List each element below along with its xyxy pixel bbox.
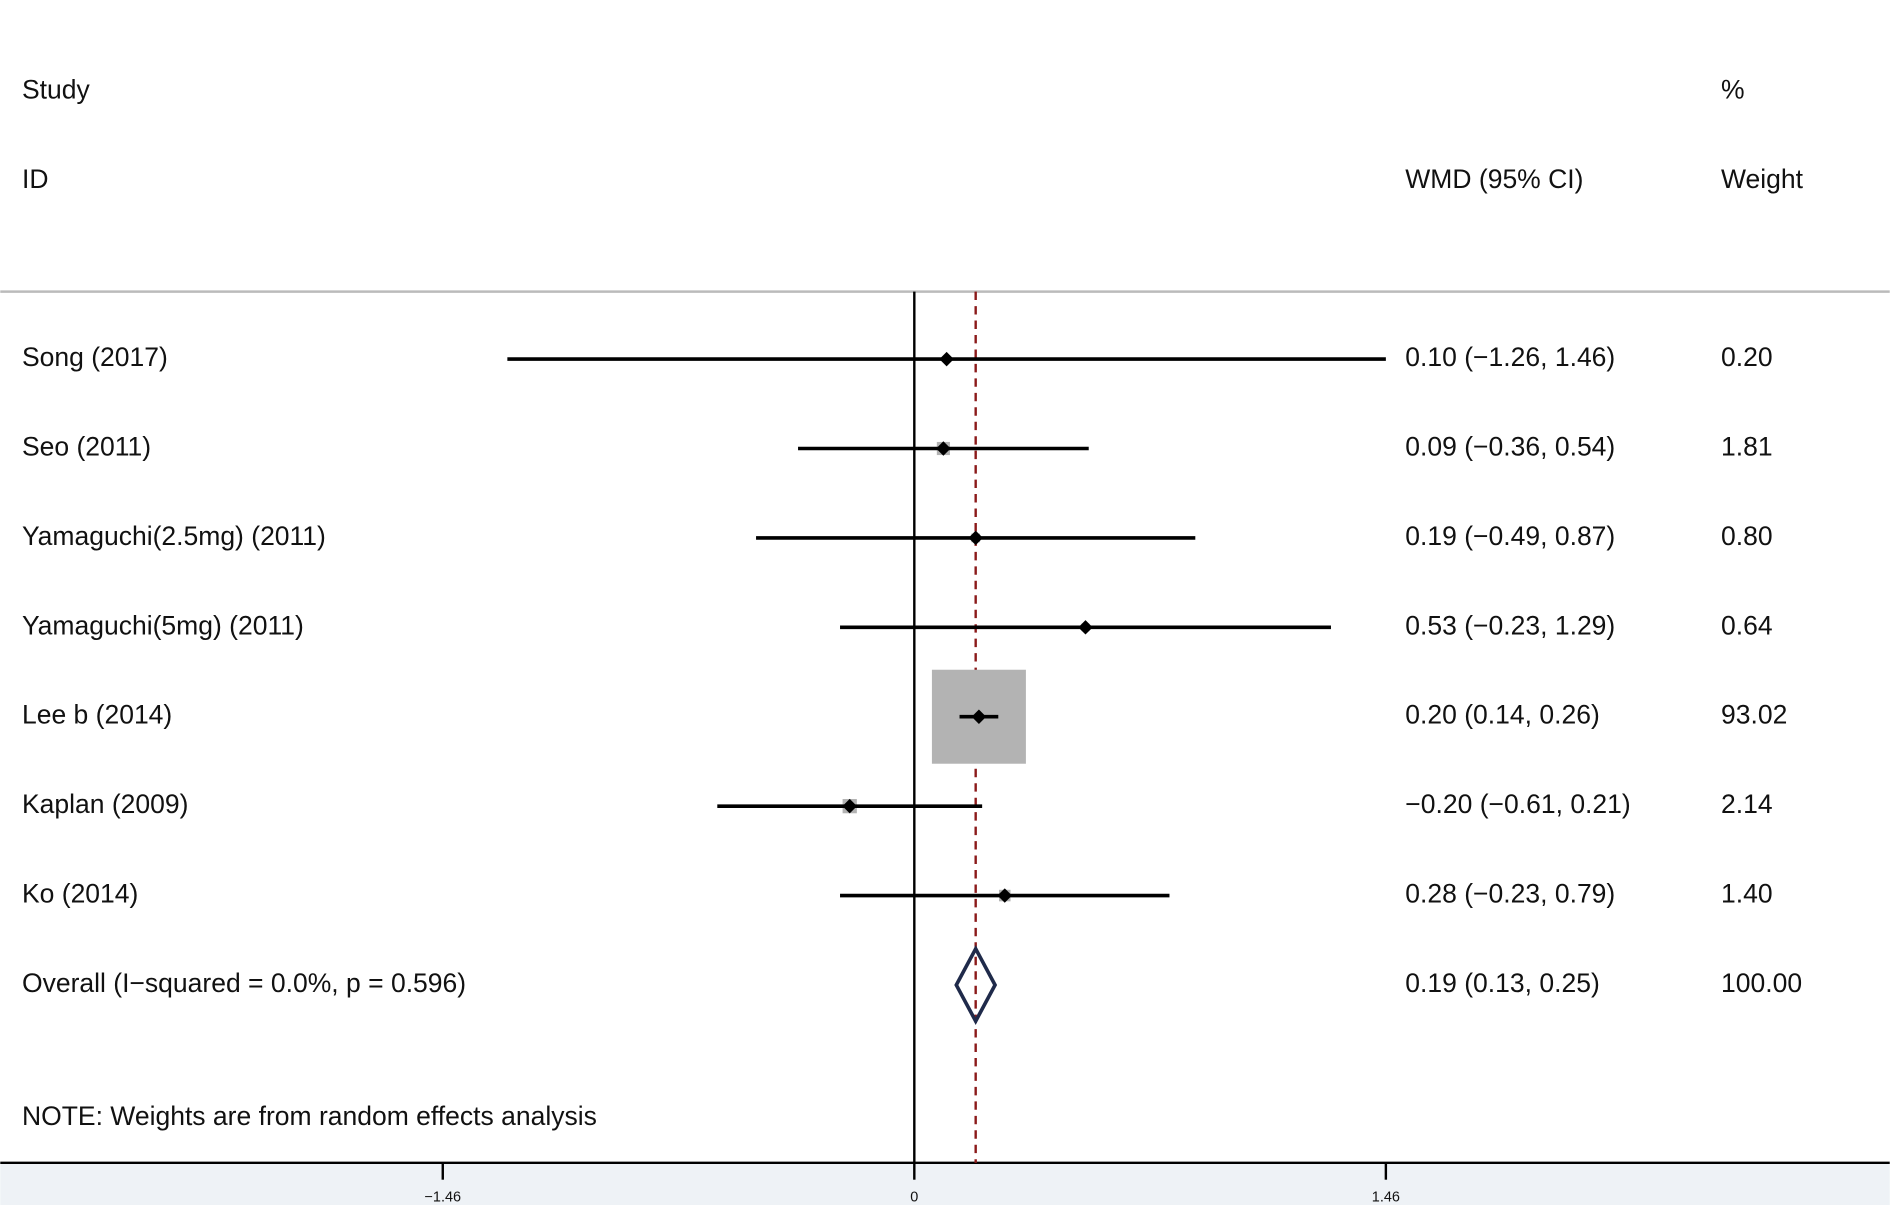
weight-label: 2.14 [1721,789,1773,819]
ci-label: 0.20 (0.14, 0.26) [1405,700,1599,730]
header: % [1721,75,1745,105]
study-label: Lee b (2014) [22,700,172,730]
weight-label: 0.64 [1721,610,1773,640]
study-label: Kaplan (2009) [22,789,188,819]
header: WMD (95% CI) [1405,164,1583,194]
x-tick-label: 0 [910,1190,918,1205]
note: NOTE: Weights are from random effects an… [22,1101,597,1131]
header: Study [22,75,91,105]
header: ID [22,164,48,194]
header: Weight [1721,164,1804,194]
weight-label: 93.02 [1721,700,1787,730]
overall-weight-label: 100.00 [1721,968,1802,998]
ci-label: −0.20 (−0.61, 0.21) [1405,789,1630,819]
weight-label: 1.40 [1721,879,1773,909]
study-label: Yamaguchi(2.5mg) (2011) [22,521,326,551]
overall-diamond [954,944,998,1025]
axis-band [0,1162,1890,1205]
point-estimate [939,351,954,367]
point-estimate [971,709,987,724]
ci-label: 0.19 (−0.49, 0.87) [1405,521,1615,551]
study-label: Ko (2014) [22,879,138,909]
weight-label: 0.20 [1721,342,1773,372]
overall-ci-label: 0.19 (0.13, 0.25) [1405,968,1599,998]
ci-label: 0.10 (−1.26, 1.46) [1405,342,1615,372]
ci-label: 0.53 (−0.23, 1.29) [1405,610,1615,640]
ci-label: 0.28 (−0.23, 0.79) [1405,879,1615,909]
study-label: Seo (2011) [22,432,151,462]
point-estimate [968,530,983,546]
study-label: Song (2017) [22,342,168,372]
overall-label: Overall (I−squared = 0.0%, p = 0.596) [22,968,466,998]
point-estimate [997,888,1012,903]
x-tick-label: 1.46 [1372,1190,1400,1205]
weight-label: 0.80 [1721,521,1773,551]
point-estimate [1078,620,1093,635]
weight-label: 1.81 [1721,432,1773,462]
study-label: Yamaguchi(5mg) (2011) [22,610,304,640]
x-tick-label: −1.46 [424,1190,461,1205]
ci-label: 0.09 (−0.36, 0.54) [1405,432,1615,462]
